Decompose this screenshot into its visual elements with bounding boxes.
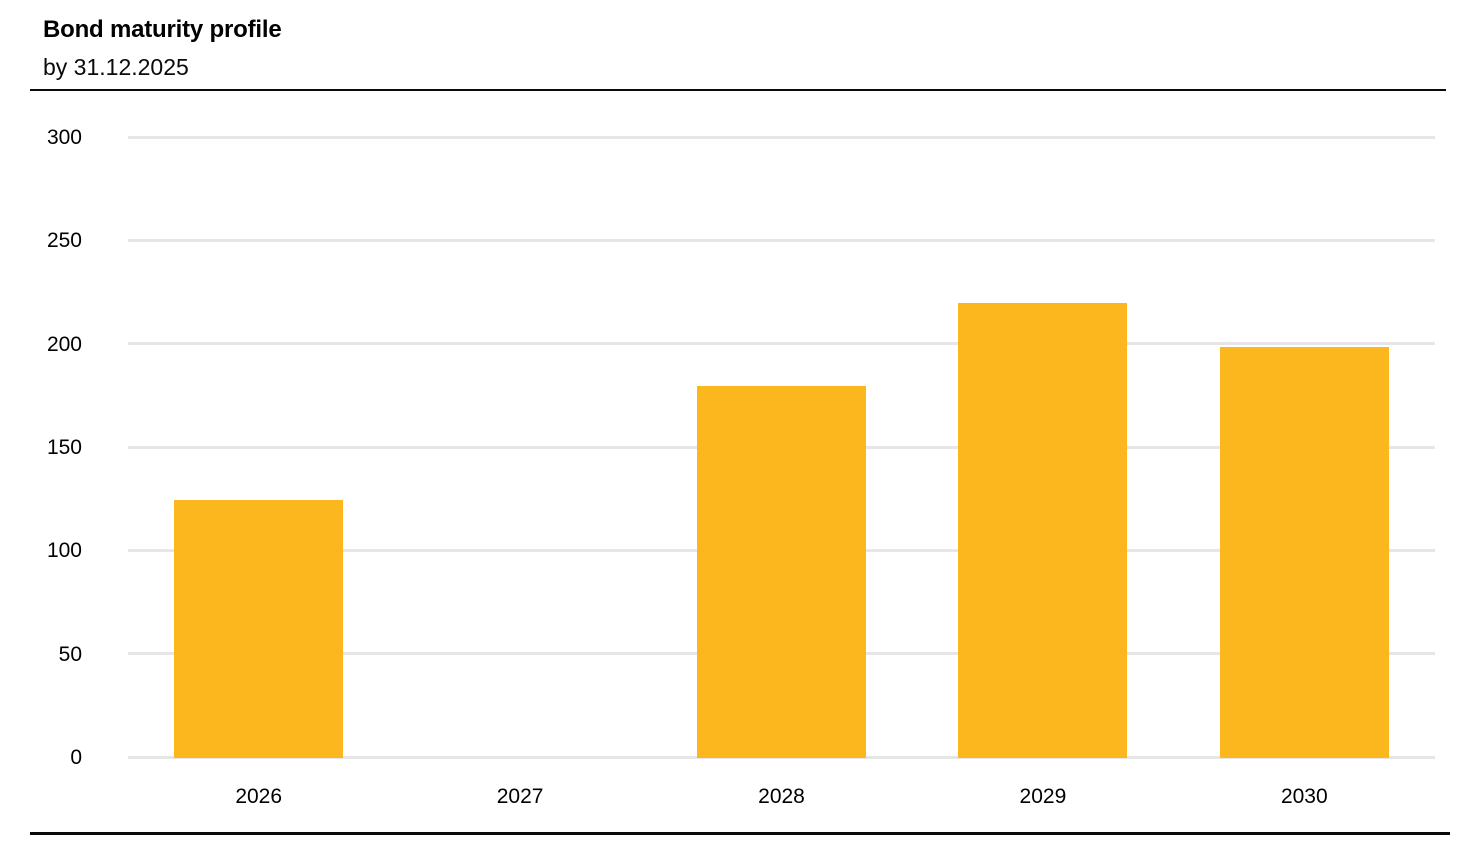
y-axis-tick-label: 50 xyxy=(58,642,82,666)
x-axis-tick-label-2027: 2027 xyxy=(496,785,544,808)
y-axis-tick-label: 100 xyxy=(46,539,82,563)
x-axis-tick-label-2029: 2029 xyxy=(1019,785,1067,808)
chart-subtitle: by 31.12.2025 xyxy=(43,54,189,80)
header-divider xyxy=(30,89,1446,91)
x-axis-tick-label-2030: 2030 xyxy=(1280,785,1328,808)
y-axis-tick-label: 200 xyxy=(46,332,82,356)
y-axis-tick-label: 300 xyxy=(46,126,82,149)
y-axis-tick-label: 250 xyxy=(46,229,82,253)
bar-2030 xyxy=(1219,346,1389,758)
gridline-y-300 xyxy=(128,135,1435,139)
y-axis-tick-label: 0 xyxy=(70,746,82,769)
bar-2028 xyxy=(697,386,866,758)
bar-2026 xyxy=(174,499,344,758)
footer-divider xyxy=(30,832,1450,835)
y-axis-tick-label: 150 xyxy=(46,436,82,459)
x-axis-tick-label-2026: 2026 xyxy=(235,785,283,808)
gridline-y-200 xyxy=(128,342,1435,346)
x-axis-tick-label-2028: 2028 xyxy=(758,785,805,808)
bar-2029 xyxy=(958,303,1128,758)
chart-title: Bond maturity profile xyxy=(43,16,282,43)
gridline-y-250 xyxy=(128,238,1435,242)
